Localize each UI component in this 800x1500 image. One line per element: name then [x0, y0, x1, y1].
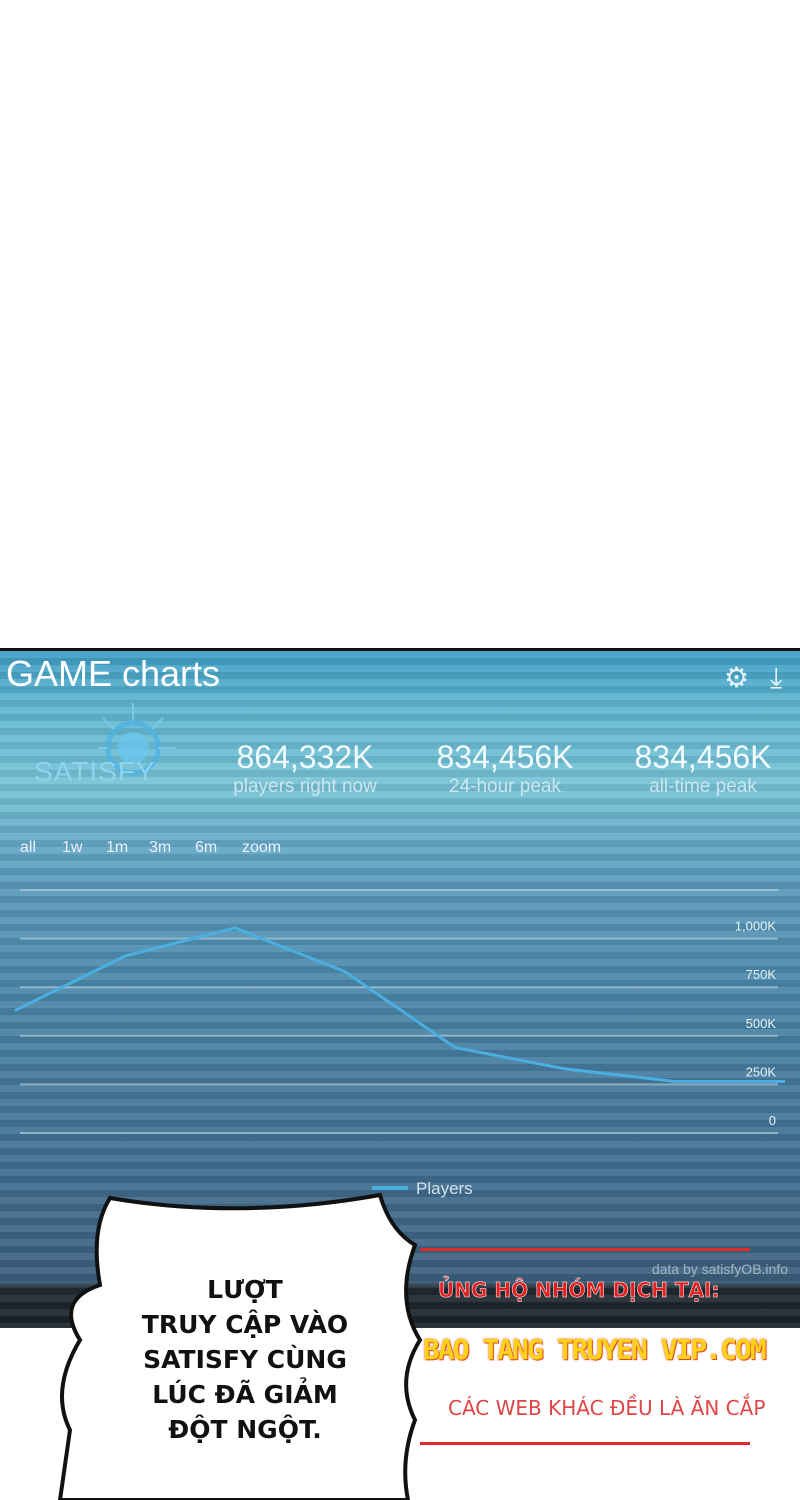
speech-bubble	[57, 1192, 423, 1500]
y-tick-label: 500K	[746, 1016, 777, 1031]
range-zoom[interactable]: zoom	[242, 839, 282, 856]
red-divider	[420, 1442, 750, 1445]
gear-icon[interactable]: ⚙	[724, 661, 750, 694]
watermark-line1: ỦNG HỘ NHÓM DỊCH TẠI:	[438, 1278, 720, 1303]
watermark-line3: CÁC WEB KHÁC ĐỀU LÀ ĂN CẮP	[448, 1396, 766, 1420]
red-divider	[420, 1248, 750, 1251]
game-logo-text: SATISFY	[34, 756, 156, 787]
y-tick-label: 750K	[746, 967, 777, 982]
range-6m[interactable]: 6m	[195, 839, 218, 856]
series-line-players	[14, 926, 785, 1083]
stat-all-time-peak: 834,456K all-time peak	[634, 739, 772, 797]
player-chart: 0 250K 500K 750K 1,000K Players	[14, 889, 786, 1198]
range-1m[interactable]: 1m	[106, 839, 129, 856]
app-title: GAME charts	[6, 653, 221, 694]
range-all[interactable]: all	[20, 839, 37, 856]
y-tick-label: 250K	[746, 1064, 777, 1079]
speech-bubble-text: LƯỢT TRUY CẬP VÀO SATISFY CÙNG LÚC ĐÃ GIẢM Đ…	[141, 1275, 349, 1444]
watermark-line2: BAO TANG TRUYEN VIP.COM	[423, 1333, 767, 1366]
range-1w[interactable]: 1w	[62, 839, 83, 856]
stat-current: 864,332K players right now	[233, 739, 377, 797]
legend-label: Players	[416, 1179, 473, 1198]
download-icon[interactable]: ⤓	[770, 661, 783, 694]
y-tick-label: 0	[769, 1113, 776, 1128]
globe-logo-icon	[98, 703, 176, 776]
range-3m[interactable]: 3m	[149, 839, 172, 856]
data-credit[interactable]: data by satisfyOB.info	[651, 1261, 788, 1277]
stat-24h-peak: 834,456K 24-hour peak	[436, 739, 574, 797]
y-tick-label: 1,000K	[735, 919, 777, 934]
